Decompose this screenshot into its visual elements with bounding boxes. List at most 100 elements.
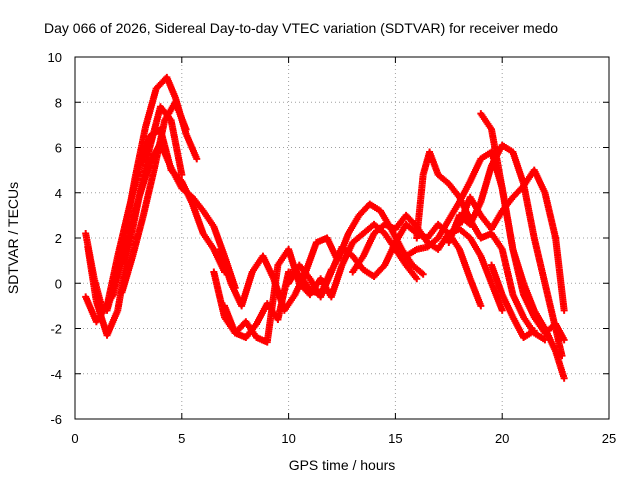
data-point-run: [84, 245, 100, 303]
y-tick-label: 8: [55, 95, 62, 110]
data-point-run: [478, 254, 495, 285]
data-point-run: [179, 186, 195, 200]
data-point-run: [404, 246, 419, 259]
data-point-run: [345, 213, 362, 236]
data-point-run: [541, 191, 559, 240]
x-tick-label: 10: [281, 431, 295, 446]
data-point-run: [104, 270, 121, 312]
data-point-run: [136, 161, 153, 199]
data-point-run: [114, 209, 132, 258]
data-point-run: [125, 195, 143, 240]
data-point-run: [425, 235, 441, 250]
data-point-run: [221, 304, 238, 335]
y-tick-label: 4: [55, 186, 62, 201]
data-point: [560, 374, 568, 382]
data-point-run: [457, 226, 473, 241]
data-point-run: [83, 295, 100, 324]
data-point-run: [368, 201, 383, 214]
data-point-run: [340, 244, 355, 259]
data-point-run: [382, 240, 399, 267]
data-point-run: [446, 181, 462, 200]
data-point-run: [531, 308, 548, 331]
series-track-14: [455, 166, 568, 314]
data-point-run: [243, 319, 259, 340]
data-point: [182, 125, 190, 133]
data-point-run: [317, 270, 334, 299]
data-point-run: [531, 168, 548, 195]
data-point: [178, 171, 186, 179]
data-point-run: [510, 183, 526, 200]
data-point-run: [200, 209, 217, 229]
data-point: [560, 306, 568, 314]
data-point-run: [217, 247, 234, 285]
x-tick-label: 0: [71, 431, 78, 446]
x-tick-label: 5: [178, 431, 185, 446]
data-point-run: [360, 231, 377, 258]
data-point-run: [168, 166, 185, 190]
data-point-run: [467, 195, 484, 218]
data-point-run: [410, 262, 426, 277]
data-point-run: [499, 292, 516, 319]
data-point-run: [260, 254, 277, 281]
data-point: [413, 275, 421, 283]
data-point-run: [189, 202, 206, 236]
data-point-run: [467, 157, 484, 184]
data-point-run: [183, 132, 200, 161]
data-point-run: [500, 142, 515, 155]
data-point-run: [164, 75, 179, 100]
data-point-run: [168, 118, 185, 177]
data-point-run: [435, 231, 452, 252]
data-point-run: [328, 245, 345, 274]
data-point-run: [119, 254, 136, 294]
data-point-run: [150, 118, 168, 172]
x-tick-label: 20: [495, 431, 509, 446]
data-point-run: [350, 254, 366, 274]
data-point: [477, 302, 485, 310]
data-point-run: [467, 277, 484, 308]
data-point-run: [499, 186, 517, 251]
data-point-run: [297, 263, 313, 281]
data-point-run: [488, 128, 506, 190]
x-tick-label: 15: [388, 431, 402, 446]
data-point-run: [172, 100, 189, 131]
data-point-run: [489, 209, 505, 231]
data-point: [419, 270, 427, 278]
data-point-run: [190, 195, 206, 213]
data-point-run: [477, 164, 495, 204]
data-point-run: [552, 236, 568, 312]
data-point-run: [200, 231, 217, 252]
data-point-run: [403, 263, 419, 281]
data-layer: [82, 73, 568, 382]
series-track-5: [118, 98, 190, 296]
data-point-run: [489, 231, 505, 252]
data-point-run: [509, 247, 527, 297]
data-point-run: [426, 150, 441, 177]
data-point: [498, 306, 506, 314]
data-point-run: [350, 231, 366, 245]
data-point-run: [435, 218, 452, 240]
series-track-8: [221, 220, 421, 346]
data-point: [541, 336, 549, 344]
chart-title: Day 066 of 2026, Sidereal Day-to-day VTE…: [44, 20, 558, 36]
data-point-run: [238, 270, 256, 308]
data-point-run: [264, 263, 282, 344]
y-axis-label: SDTVAR / TECUs: [5, 182, 21, 294]
data-point-run: [129, 213, 147, 258]
data-point-run: [510, 315, 527, 340]
data-point-run: [520, 292, 537, 319]
data-point-run: [510, 150, 527, 186]
y-tick-label: 0: [55, 276, 62, 291]
data-point-run: [282, 292, 298, 313]
axis-ticks: 0 5 10 15 20 25 -6 -4 -2 0 2 4 6 8 10: [48, 50, 617, 446]
y-tick-label: -2: [50, 322, 62, 337]
data-point-run: [488, 281, 505, 312]
data-point-run: [467, 236, 484, 258]
data-point-run: [142, 87, 160, 129]
data-point-run: [254, 301, 270, 326]
data-point-run: [140, 168, 158, 217]
data-point-run: [521, 328, 536, 340]
data-point-run: [446, 213, 463, 245]
y-tick-label: -4: [50, 367, 62, 382]
data-point-run: [393, 247, 409, 267]
